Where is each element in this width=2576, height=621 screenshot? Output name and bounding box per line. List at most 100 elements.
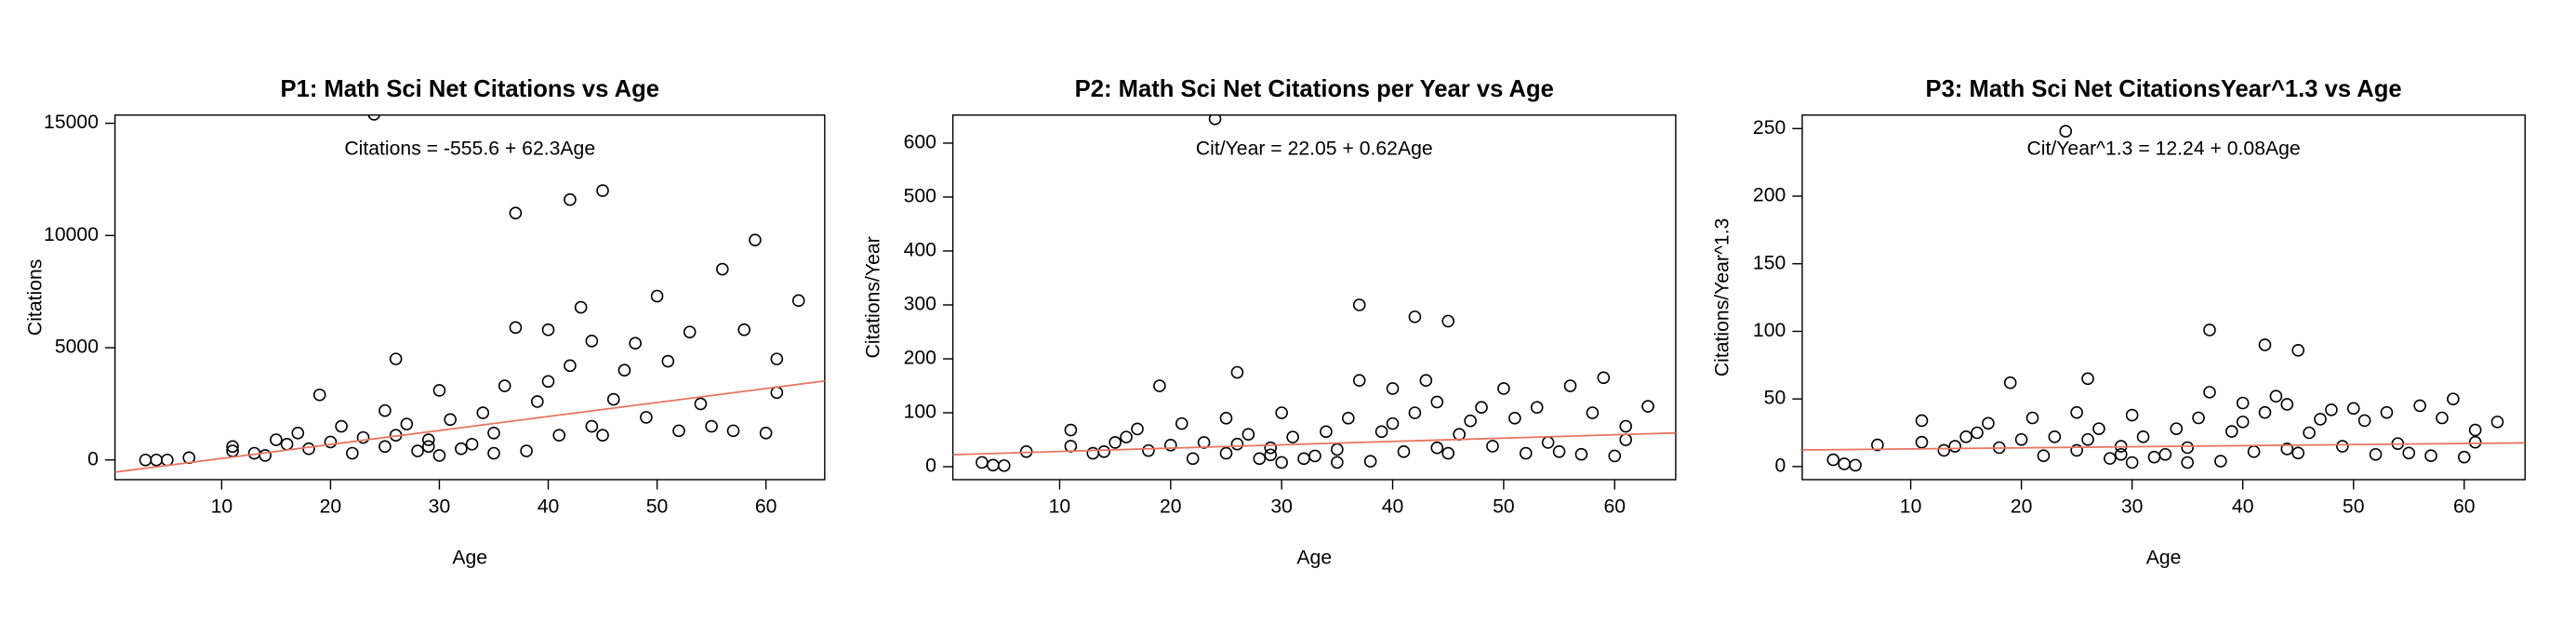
point [1097,444,1110,458]
point [1475,401,1488,415]
point [997,459,1011,472]
y-tick-label: 15000 [44,112,99,133]
point [2081,372,2094,386]
point [574,300,588,314]
point [2025,411,2039,425]
y-axis-title: Citations/Year [862,236,883,358]
point [2136,430,2150,443]
point [1352,374,1366,388]
x-tick-label: 40 [1382,496,1404,518]
point [2325,403,2338,416]
point [2269,390,2283,403]
point [2214,455,2227,468]
point [1131,422,1144,436]
plot-frame [113,114,826,481]
point [2457,450,2471,464]
chart-title: P2: Math Sci Net Citations per Year vs A… [1075,76,1554,102]
point [1430,395,1444,409]
point [1486,440,1499,453]
point [1352,298,1366,311]
point [2402,446,2416,460]
point [2081,432,2094,446]
x-tick-label: 20 [1160,496,1182,518]
point [150,453,163,467]
point [476,406,490,419]
point [302,442,315,456]
point [640,411,653,424]
point [1386,416,1400,430]
y-tick-label: 300 [904,294,936,315]
point [564,359,577,373]
point [2357,414,2371,428]
x-axis-title: Age [2146,547,2182,568]
point [2291,446,2305,460]
plot-frame [1801,114,2526,481]
point [1430,441,1444,455]
x-tick-label: 50 [1493,496,1515,518]
point [498,379,511,392]
point [1230,437,1244,451]
point [1541,436,1555,449]
point [1574,447,1588,461]
point [2147,450,2161,464]
point [683,325,697,338]
point [1408,310,1422,324]
point [2258,338,2272,351]
point [487,426,500,440]
point [2280,443,2294,456]
point [749,233,762,246]
point [1264,448,1278,462]
point [520,444,533,457]
point [1386,382,1400,395]
point [1508,412,1521,425]
point [356,430,370,444]
point [378,440,392,454]
point [596,429,609,443]
point [2247,445,2261,458]
point [346,446,359,460]
point [1408,406,1422,419]
point [1086,446,1100,460]
point [1959,430,1972,443]
point [2203,386,2216,399]
point [2181,441,2194,455]
trend-line [952,431,1676,456]
point [2303,426,2316,440]
point [1109,436,1122,449]
point [1608,449,1622,463]
y-tick-label: 100 [1753,320,1786,341]
point [270,433,283,446]
y-axis-title: Citations [24,259,46,336]
point [1971,426,1984,440]
point [596,184,609,197]
point [324,435,338,449]
point [606,392,620,406]
point [2158,447,2172,461]
point [1419,374,1433,388]
point [629,337,642,350]
point [1982,416,1995,430]
point [1142,443,1155,457]
point [259,449,272,462]
point [1297,452,1310,466]
point [661,354,675,368]
point [444,413,457,427]
point [987,458,1000,472]
point [1197,436,1211,449]
y-tick-label: 150 [1753,252,1786,273]
point [1308,449,1321,463]
point [1208,114,1222,126]
x-tick-label: 60 [755,496,777,518]
point [335,419,348,433]
point [1937,443,1951,457]
panel: P2: Math Sci Net Citations per Year vs A… [862,76,1677,568]
point [1397,444,1411,458]
point [770,352,784,365]
point [1242,428,1255,442]
point [541,323,555,337]
point [2092,422,2105,435]
point [2014,432,2028,446]
point [531,395,544,408]
point [2447,392,2460,405]
